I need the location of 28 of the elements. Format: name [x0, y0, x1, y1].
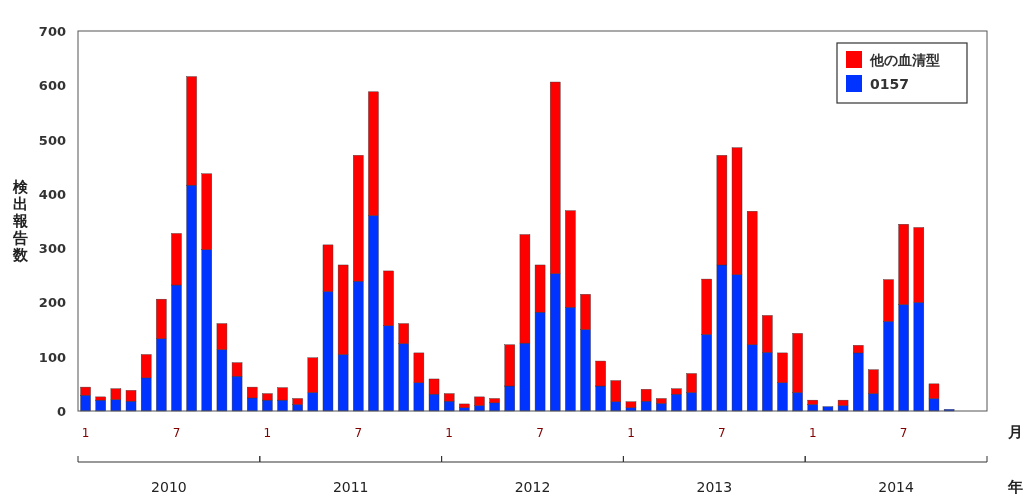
y-tick-label: 600 [38, 78, 66, 94]
x-tick-label: 1 [808, 426, 817, 440]
x-tick-label: 1 [445, 426, 453, 440]
y-tick-label: 500 [38, 132, 66, 148]
x-tick-label: 7 [718, 426, 726, 440]
x-tick-label: 7 [536, 426, 544, 440]
y-tick-label: 700 [38, 24, 66, 39]
x-tick-label: 1 [81, 426, 90, 440]
text: 年 [1006, 478, 1023, 496]
x-tick-label: 7 [354, 426, 363, 440]
legend-label: 0157 [870, 76, 909, 92]
x-axis-title: 月 [1006, 423, 1023, 441]
y-tick-label: 400 [38, 186, 66, 202]
text: 2013 [696, 479, 733, 495]
y-tick-label: 0 [56, 404, 66, 419]
y-axis-title: 検出報告数 [11, 177, 29, 264]
text: 2010 [151, 479, 187, 495]
text: 2011 [332, 479, 369, 495]
text: 2014 [878, 479, 914, 495]
y-tick-label: 300 [38, 241, 66, 257]
x-tick-label: 7 [172, 426, 181, 440]
x-tick-label: 1 [263, 426, 272, 440]
x-tick-label: 1 [627, 426, 635, 440]
text: 2012 [514, 479, 551, 495]
x-tick-label: 7 [899, 426, 908, 440]
y-tick-label: 200 [38, 295, 66, 311]
legend-label: 他の血清型 [869, 52, 940, 68]
y-tick-label: 100 [38, 349, 66, 365]
